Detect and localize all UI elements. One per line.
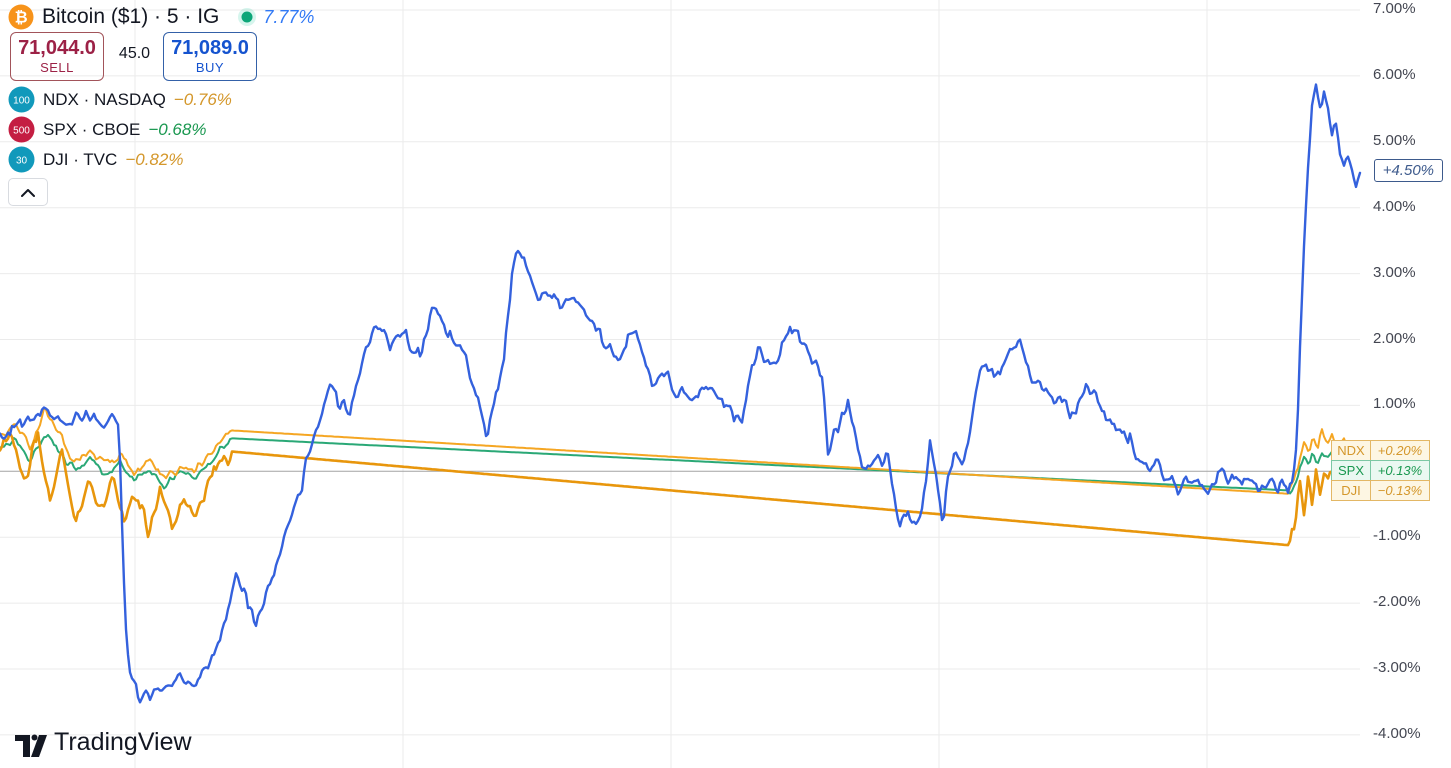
svg-text:₿: ₿: [15, 8, 28, 26]
svg-text:100: 100: [13, 96, 30, 107]
svg-text:500: 500: [13, 126, 30, 137]
svg-text:30: 30: [16, 156, 28, 167]
